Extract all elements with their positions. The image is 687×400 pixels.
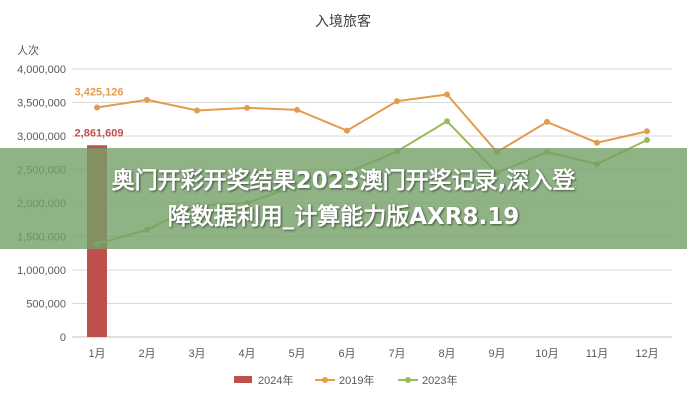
y-axis-label: 人次 (17, 43, 39, 57)
x-tick-label: 9月 (488, 348, 505, 360)
x-tick-label: 12月 (635, 348, 658, 360)
y-tick-label: 4,000,000 (17, 64, 66, 76)
y-tick-label: 500,000 (26, 299, 66, 311)
legend-label: 2024年 (258, 373, 293, 387)
legend-swatch (234, 376, 252, 383)
legend-marker (322, 377, 328, 383)
data-point (144, 96, 150, 103)
banner-line-1: 奥门开彩开奖结果2023澳门开奖记录,深入登 (111, 167, 576, 194)
data-point (94, 104, 100, 111)
x-tick-label: 10月 (535, 348, 558, 360)
data-label: 3,425,126 (75, 87, 124, 99)
legend: 2024年 2019年 2023年 (234, 373, 457, 387)
data-point (644, 128, 650, 135)
x-tick-label: 5月 (288, 348, 305, 360)
y-tick-label: 0 (60, 332, 66, 344)
x-tick-label: 4月 (238, 348, 255, 360)
legend-label: 2023年 (422, 373, 457, 387)
legend-label: 2019年 (339, 373, 374, 387)
x-tick-label: 8月 (438, 348, 455, 360)
x-tick-label: 6月 (338, 348, 355, 360)
data-point (444, 91, 450, 98)
data-point (394, 98, 400, 105)
banner-line-2: 降数据利用_计算能力版AXR8.19 (167, 203, 520, 230)
data-point (594, 139, 600, 146)
data-labels: 2,861,609 3,425,126 (75, 87, 124, 140)
x-tick-label: 7月 (388, 348, 405, 360)
legend-marker (405, 377, 411, 383)
series-line (96, 93, 648, 154)
data-point (344, 127, 350, 134)
x-tick-label: 2月 (138, 348, 155, 360)
data-point (244, 104, 250, 111)
data-point (444, 118, 450, 125)
y-tick-label: 1,000,000 (17, 265, 66, 277)
x-tick-label: 1月 (88, 348, 105, 360)
data-point (294, 106, 300, 113)
x-tick-label: 3月 (188, 348, 205, 360)
x-axis-ticks: 1月 2月 3月 4月 5月 6月 7月 8月 9月 10月 11月 12月 (88, 348, 658, 360)
y-tick-label: 3,500,000 (17, 98, 66, 110)
chart-title: 入境旅客 (315, 13, 371, 29)
data-point (644, 137, 650, 144)
data-point (194, 107, 200, 114)
data-point (544, 118, 550, 125)
y-tick-label: 3,000,000 (17, 131, 66, 143)
x-tick-label: 11月 (586, 348, 608, 360)
data-label: 2,861,609 (75, 127, 124, 139)
overlay-banner: 奥门开彩开奖结果2023澳门开奖记录,深入登 降数据利用_计算能力版AXR8.1… (0, 148, 687, 249)
